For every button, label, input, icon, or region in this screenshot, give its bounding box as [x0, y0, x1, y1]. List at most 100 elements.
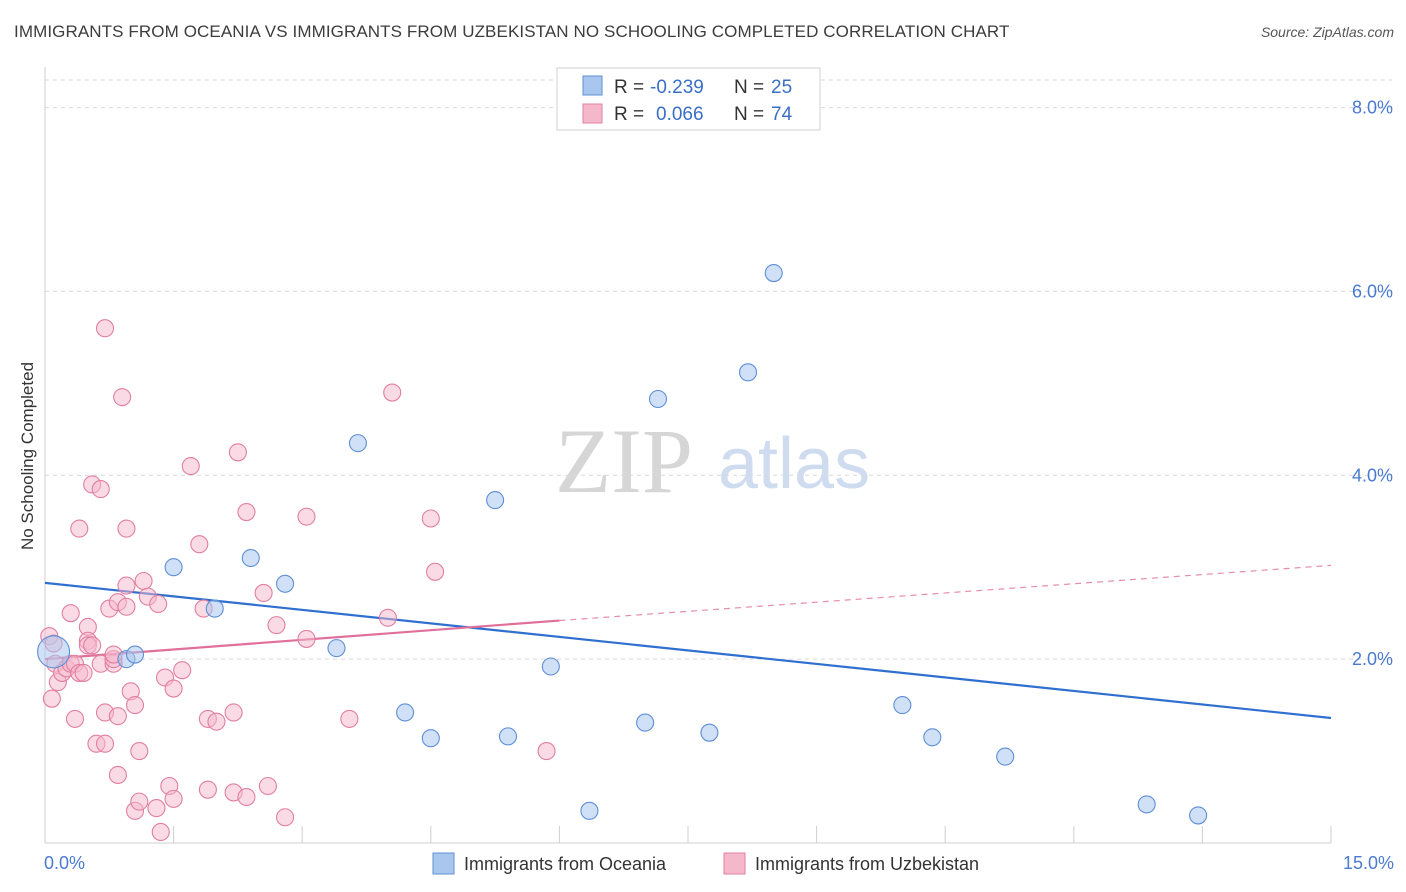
data-point-oceania: [327, 639, 346, 658]
data-point-oceania: [125, 645, 145, 664]
data-point-uzbekistan: [42, 689, 61, 708]
data-point-uzbekistan: [125, 696, 145, 715]
stats-r-label: R =: [614, 104, 644, 125]
data-point-uzbekistan: [117, 576, 136, 595]
data-point-oceania: [648, 389, 668, 409]
data-point-uzbekistan: [164, 789, 183, 808]
data-point-uzbekistan: [149, 594, 168, 614]
data-point-uzbekistan: [130, 742, 149, 761]
data-point-oceania: [580, 801, 599, 820]
data-point-uzbekistan: [117, 519, 136, 538]
x-tick-label: 0.0%: [44, 853, 85, 873]
data-point-uzbekistan: [190, 535, 209, 554]
data-point-oceania: [764, 263, 783, 283]
data-point-uzbekistan: [537, 742, 556, 761]
data-point-uzbekistan: [117, 597, 136, 616]
stats-n-value: 25: [771, 77, 792, 98]
grid-lines: 2.0% 4.0% 6.0% 8.0%: [45, 79, 1393, 669]
data-point-oceania: [893, 696, 912, 715]
data-point-uzbekistan: [65, 709, 85, 728]
data-point-uzbekistan: [207, 712, 226, 731]
axes: [44, 67, 1332, 844]
data-point-oceania: [37, 635, 71, 669]
data-point-uzbekistan: [91, 480, 110, 499]
data-point-uzbekistan: [151, 822, 170, 842]
data-point-uzbekistan: [426, 562, 445, 581]
data-point-uzbekistan: [70, 519, 89, 538]
data-point-uzbekistan: [164, 679, 183, 698]
data-point-uzbekistan: [74, 663, 93, 682]
data-points: [37, 263, 1208, 842]
legend-swatch-uzbekistan: [723, 852, 746, 875]
data-point-uzbekistan: [108, 707, 127, 726]
data-point-oceania: [498, 727, 518, 746]
data-point-oceania: [636, 713, 655, 732]
y-axis-title: No Schooling Completed: [18, 362, 37, 550]
stats-r-label: R =: [614, 77, 644, 98]
y-tick-label: 2.0%: [1352, 649, 1393, 669]
source-label: Source: ZipAtlas.com: [1260, 24, 1394, 40]
stats-swatch-uzbekistan: [582, 103, 603, 124]
data-point-uzbekistan: [383, 383, 402, 402]
data-point-uzbekistan: [237, 503, 256, 522]
data-point-oceania: [1189, 806, 1208, 825]
data-point-uzbekistan: [228, 443, 247, 462]
data-point-oceania: [923, 728, 942, 747]
stats-n-label: N =: [734, 77, 764, 98]
data-point-oceania: [541, 657, 560, 676]
data-point-uzbekistan: [297, 629, 316, 648]
data-point-uzbekistan: [198, 780, 217, 799]
y-tick-label: 4.0%: [1352, 465, 1393, 485]
data-point-uzbekistan: [134, 571, 153, 591]
data-point-oceania: [738, 363, 758, 382]
data-point-uzbekistan: [276, 808, 295, 827]
data-point-uzbekistan: [340, 709, 359, 728]
data-point-oceania: [1137, 795, 1156, 814]
data-point-oceania: [164, 558, 183, 577]
chart-title: IMMIGRANTS FROM OCEANIA VS IMMIGRANTS FR…: [14, 22, 1010, 41]
data-point-uzbekistan: [224, 703, 243, 722]
x-tick-label: 15.0%: [1343, 853, 1394, 873]
legend-swatch-oceania: [432, 852, 455, 875]
data-point-uzbekistan: [130, 792, 149, 811]
data-point-uzbekistan: [258, 776, 277, 796]
data-point-oceania: [700, 723, 719, 742]
stats-n-label: N =: [734, 104, 764, 125]
data-point-uzbekistan: [237, 787, 256, 807]
watermark-atlas: atlas: [718, 424, 870, 504]
stats-r-value: 0.066: [656, 104, 704, 125]
stats-r-value: -0.239: [650, 77, 704, 98]
trend-lines: [44, 564, 1332, 720]
data-point-oceania: [205, 599, 224, 618]
data-point-oceania: [996, 747, 1015, 766]
data-point-oceania: [486, 491, 505, 510]
data-point-uzbekistan: [267, 616, 286, 635]
data-point-uzbekistan: [95, 319, 115, 338]
y-tick-label: 8.0%: [1352, 98, 1393, 118]
data-point-uzbekistan: [173, 661, 192, 680]
stats-swatch-oceania: [582, 75, 603, 96]
legend: Immigrants from Oceania Immigrants from …: [432, 852, 979, 875]
stats-n-value: 74: [771, 104, 793, 125]
data-point-uzbekistan: [113, 388, 132, 407]
data-point-oceania: [396, 703, 415, 722]
legend-label-uzbekistan: Immigrants from Uzbekistan: [755, 854, 979, 874]
data-point-uzbekistan: [61, 604, 80, 623]
data-point-oceania: [421, 729, 440, 748]
data-point-uzbekistan: [95, 734, 115, 753]
data-point-uzbekistan: [378, 608, 397, 627]
data-point-uzbekistan: [254, 583, 273, 603]
data-point-uzbekistan: [108, 765, 127, 785]
data-point-oceania: [348, 434, 367, 453]
data-point-uzbekistan: [297, 507, 316, 526]
stats-box: R = -0.239 N = 25 R = 0.066 N = 74: [556, 67, 821, 131]
watermark-zip: ZIP: [555, 410, 693, 512]
data-point-uzbekistan: [421, 509, 440, 528]
data-point-oceania: [241, 548, 260, 568]
data-point-uzbekistan: [83, 636, 102, 655]
data-point-oceania: [276, 574, 295, 593]
legend-label-oceania: Immigrants from Oceania: [464, 854, 667, 874]
data-point-uzbekistan: [147, 799, 166, 818]
trend-line-uzbekistan-extension: [559, 564, 1332, 622]
